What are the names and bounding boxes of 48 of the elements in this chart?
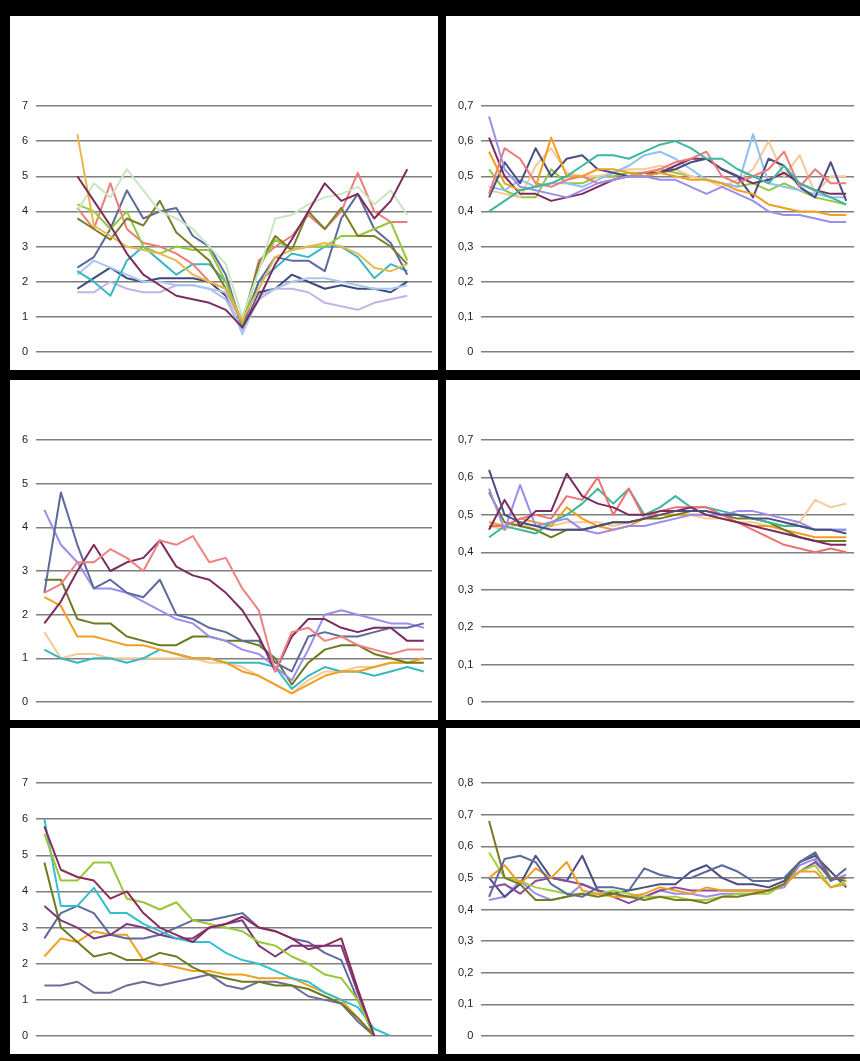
- y-tick-label: 0,8: [457, 776, 474, 789]
- y-tick-label: 1: [21, 651, 29, 664]
- y-tick-label: 0,3: [457, 239, 474, 252]
- y-tick-label: 2: [21, 607, 29, 620]
- y-tick-label: 0,5: [457, 507, 474, 520]
- y-tick-label: 0: [21, 695, 29, 708]
- y-tick-label: 2: [21, 274, 29, 287]
- y-tick-label: 4: [21, 884, 29, 897]
- y-tick-label: 4: [21, 520, 29, 533]
- y-tick-label: 3: [21, 920, 29, 933]
- y-tick-label: 6: [21, 134, 29, 147]
- y-tick-label: 0,4: [457, 204, 474, 217]
- y-tick-label: 0,7: [457, 99, 474, 112]
- y-tick-label: 0,7: [457, 433, 474, 446]
- y-tick-label: 5: [21, 848, 29, 861]
- y-tick-label: 0,2: [457, 965, 474, 978]
- y-tick-label: 0,2: [457, 620, 474, 633]
- y-tick-label: 7: [21, 99, 29, 112]
- y-tick-label: 6: [21, 433, 29, 446]
- y-tick-label: 5: [21, 476, 29, 489]
- y-tick-label: 0: [467, 1029, 474, 1042]
- y-tick-label: 3: [21, 239, 29, 252]
- y-tick-label: 1: [21, 309, 29, 322]
- y-tick-label: 5: [21, 169, 29, 182]
- y-tick-label: 0,6: [457, 839, 474, 852]
- y-tick-label: 0: [467, 345, 474, 358]
- y-tick-label: 0: [467, 695, 474, 708]
- y-tick-label: 0,4: [457, 545, 474, 558]
- y-tick-label: 0,1: [457, 997, 474, 1010]
- y-tick-label: 0: [21, 1029, 29, 1042]
- y-tick-label: 0,5: [457, 169, 474, 182]
- y-tick-label: 0,6: [457, 134, 474, 147]
- y-tick-label: 0,5: [457, 870, 474, 883]
- y-tick-label: 0: [21, 345, 29, 358]
- y-tick-label: 0,3: [457, 934, 474, 947]
- y-tick-label: 0,1: [457, 657, 474, 670]
- y-tick-label: 4: [21, 204, 29, 217]
- y-tick-label: 0,3: [457, 582, 474, 595]
- y-tick-label: 7: [21, 776, 29, 789]
- y-tick-label: 0,7: [457, 807, 474, 820]
- y-tick-label: 0,6: [457, 470, 474, 483]
- y-tick-label: 0,1: [457, 309, 474, 322]
- y-tick-label: 6: [21, 812, 29, 825]
- y-tick-label: 0,4: [457, 902, 474, 915]
- y-tick-label: 0,2: [457, 274, 474, 287]
- y-tick-label: 2: [21, 956, 29, 969]
- y-tick-label: 3: [21, 564, 29, 577]
- y-tick-label: 1: [21, 992, 29, 1005]
